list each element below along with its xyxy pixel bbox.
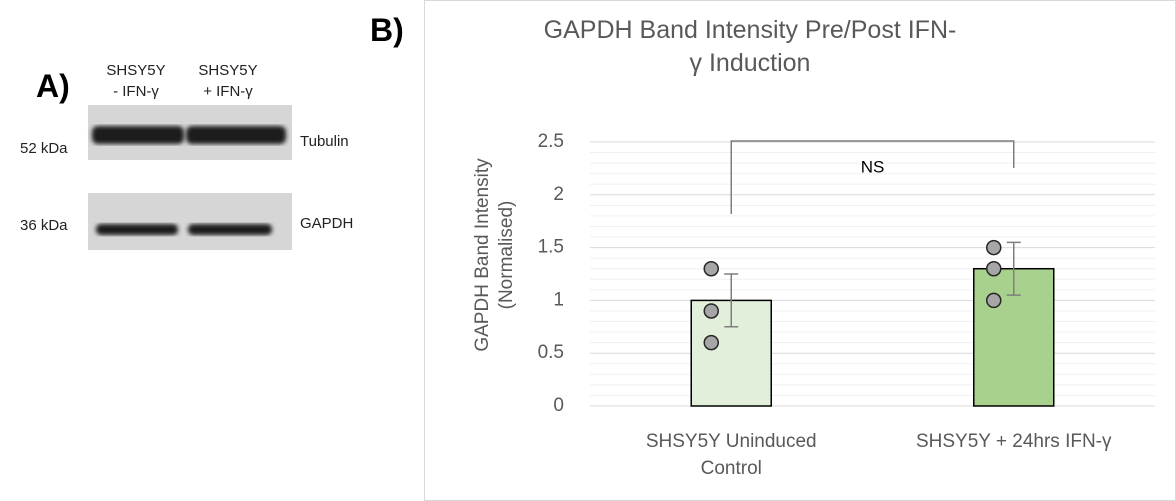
y-tick-label: 1 — [553, 289, 564, 310]
x-tick-label: SHSY5Y Uninduced Control — [631, 428, 831, 482]
x-tick-label: SHSY5Y + 24hrs IFN-γ — [884, 428, 1144, 455]
y-tick-label: 0 — [553, 395, 564, 416]
data-point — [704, 262, 718, 276]
y-tick-label: 0.5 — [538, 342, 564, 363]
y-tick-label: 2.5 — [538, 131, 564, 152]
y-tick-label: 1.5 — [538, 237, 564, 258]
annotation: NS — [861, 157, 885, 176]
data-point — [704, 304, 718, 318]
data-point — [704, 336, 718, 350]
data-point — [987, 262, 1001, 276]
figure: A) SHSY5Y - IFN-γ SHSY5Y + IFN-γ 52 kDa … — [0, 0, 1176, 501]
data-point — [987, 241, 1001, 255]
significance-bracket — [731, 141, 1014, 214]
y-tick-label: 2 — [553, 184, 564, 205]
chart: 0 0.5 1 1.5 2 2.5 NS — [0, 0, 1176, 501]
data-point — [987, 293, 1001, 307]
